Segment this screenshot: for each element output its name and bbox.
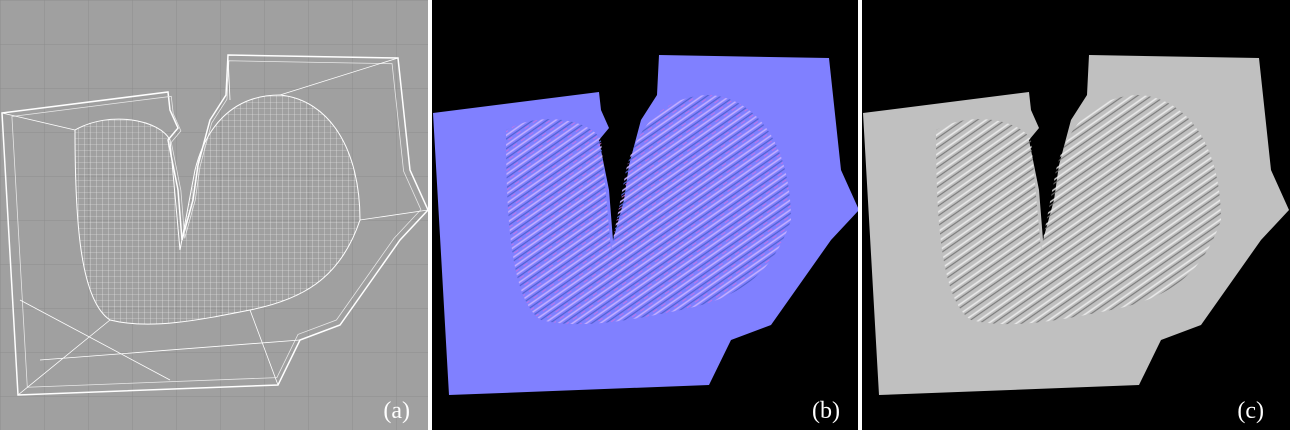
panel-a: (a) <box>0 0 428 430</box>
separator <box>428 0 432 430</box>
panel-label: (a) <box>383 398 410 424</box>
figure: (a) (b) (c) <box>0 0 1290 430</box>
panel-b: (b) <box>432 0 859 430</box>
separator <box>858 0 862 430</box>
panel-c: (c) <box>862 0 1290 430</box>
panel-label: (b) <box>812 398 840 424</box>
page: {"panels": [{"label": "(a)"}, {"label": … <box>0 0 1290 430</box>
panel-label: (c) <box>1237 398 1264 424</box>
